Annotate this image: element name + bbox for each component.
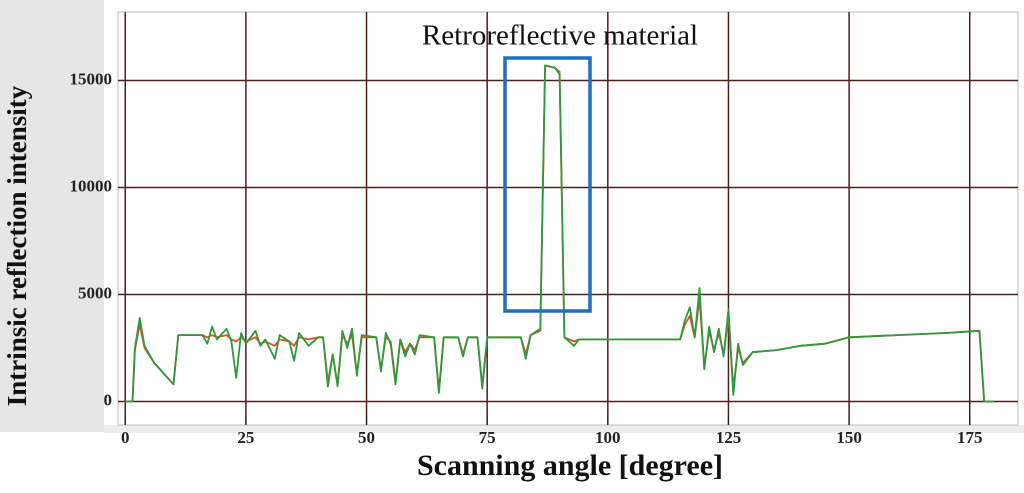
y-tick-label: 5000 (78, 283, 112, 302)
plot-area (117, 11, 1019, 426)
x-tick-label: 125 (716, 428, 742, 447)
x-axis-label: Scanning angle [degree] (417, 449, 723, 482)
y-tick-label: 0 (104, 390, 113, 409)
x-tick-label: 100 (595, 428, 621, 447)
annotation: Retroreflective material (422, 20, 698, 52)
side-panel (0, 0, 104, 432)
y-tick-label: 10000 (70, 176, 113, 195)
x-tick-label: 75 (479, 428, 496, 447)
x-tick-label: 25 (237, 428, 254, 447)
lines (125, 64, 994, 403)
y-axis-label: Intrinsic reflection intensity (2, 85, 32, 406)
grid (118, 12, 1018, 425)
x-tick-label: 50 (358, 428, 375, 447)
y-tick-label: 15000 (70, 69, 113, 88)
x-tick-label: 175 (957, 428, 983, 447)
x-tick-label: 0 (121, 428, 130, 447)
series-line (125, 64, 994, 403)
highlight-box (503, 56, 592, 313)
x-tick-label: 150 (836, 428, 862, 447)
axis-strip (104, 425, 1024, 433)
